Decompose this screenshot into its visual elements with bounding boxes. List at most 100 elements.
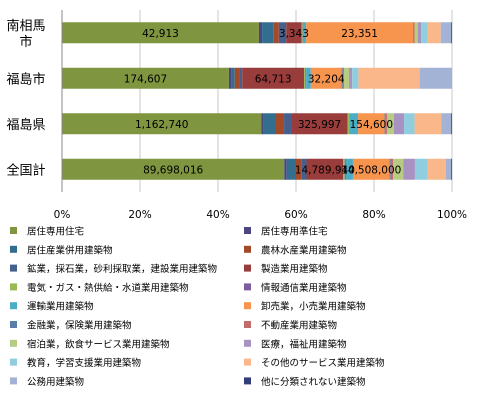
data-labels: 42,913 3,343 23,351 174,607 64,713 32,204 1,16… xyxy=(124,28,402,177)
legend-swatch xyxy=(244,377,251,385)
bar-segment xyxy=(419,67,452,89)
bar-segment xyxy=(344,158,346,180)
bar-segment xyxy=(341,67,343,89)
legend-label: 他に分類されない建築物 xyxy=(261,376,366,388)
bar-segment xyxy=(342,67,344,89)
bar-segment xyxy=(343,158,345,180)
bar-segment xyxy=(278,22,287,44)
data-label: 154,600 xyxy=(350,119,393,131)
bar-segment xyxy=(390,158,394,180)
bar-segment xyxy=(352,158,390,180)
bar-segment xyxy=(231,67,235,89)
category-label: 南相馬 xyxy=(6,18,45,34)
bar-segment xyxy=(62,67,229,89)
category-label: 全国計 xyxy=(6,162,45,178)
bar-segment xyxy=(451,158,452,180)
bar-segment xyxy=(62,113,262,135)
bar-segment xyxy=(273,22,279,44)
legend-label: 情報通信業用建築物 xyxy=(261,282,347,294)
legend-swatch xyxy=(244,283,251,291)
bar-segment xyxy=(343,67,350,89)
bar-segment xyxy=(286,22,302,44)
bar-segment xyxy=(228,67,232,89)
plot-area: 42,913 3,343 23,351 174,607 64,713 32,204 1,16… xyxy=(61,10,453,192)
category-label: 福島県 xyxy=(6,118,45,133)
bar-segment xyxy=(286,158,296,180)
bar-segment xyxy=(345,158,353,180)
legend-label: 金融業，保険業用建築物 xyxy=(27,320,132,332)
data-label: 64,713 xyxy=(255,73,292,85)
data-label: 325,997 xyxy=(298,119,341,131)
bar-segment xyxy=(427,158,446,180)
data-label: 14,789,940 xyxy=(295,164,355,176)
bar-segment xyxy=(263,113,276,135)
legend-label: 不動産業用建築物 xyxy=(261,320,338,332)
bar-segment xyxy=(358,67,420,89)
bar-segment xyxy=(258,22,263,44)
legend-swatch xyxy=(244,245,251,253)
data-label: 23,351 xyxy=(341,28,378,40)
bar-segment xyxy=(291,113,348,135)
legend-label: 居住専用住宅 xyxy=(27,226,84,238)
legend-swatch xyxy=(10,245,17,253)
legend-label: 卸売業，小売業用建築物 xyxy=(261,301,366,313)
bar-segment xyxy=(427,22,441,44)
bar-segment xyxy=(440,22,452,44)
bar-segment xyxy=(403,158,415,180)
bar-segment xyxy=(305,67,307,89)
bar-segment xyxy=(386,113,394,135)
data-label: 42,913 xyxy=(142,28,179,40)
bar-segment xyxy=(414,113,442,135)
bar-segment xyxy=(62,22,259,44)
legend-label: 鉱業，採石業，砂利採取業，建設業用建築物 xyxy=(27,263,218,275)
legend-label: 居住産業併用建築物 xyxy=(27,244,113,256)
bar-segment xyxy=(352,67,359,89)
bar-segment xyxy=(62,158,285,180)
bar-segment xyxy=(413,22,415,44)
bar-segment xyxy=(301,22,303,44)
legend-swatch xyxy=(10,339,17,347)
legend-label: その他のサービス業用建築物 xyxy=(261,357,385,369)
legend-swatch xyxy=(10,283,17,291)
bar-segment xyxy=(296,158,302,180)
legend-swatch xyxy=(10,227,17,234)
bar-segment xyxy=(393,113,405,135)
bar-segment xyxy=(417,22,422,44)
bar-segment xyxy=(441,113,452,135)
bar-segment xyxy=(384,113,386,135)
x-tick-label: 40% xyxy=(206,209,229,221)
bar-segment xyxy=(301,158,307,180)
legend-label: 宿泊業，飲食サービス業用建築物 xyxy=(27,338,170,350)
bar-segment xyxy=(389,158,391,180)
legend-swatch xyxy=(244,302,251,310)
bar-segment xyxy=(262,22,274,44)
bar-segment xyxy=(393,158,404,180)
legend-swatch xyxy=(10,321,17,328)
legend-swatch xyxy=(10,358,17,366)
data-label: 14,508,000 xyxy=(341,164,401,176)
legend-swatch xyxy=(10,302,17,310)
bar-segment xyxy=(358,113,385,135)
bar-segment xyxy=(451,22,452,44)
bar-segment xyxy=(349,113,359,135)
bar-segment xyxy=(303,22,307,44)
bar-segment xyxy=(275,113,285,135)
legend-label: 教育，学習支援業用建築物 xyxy=(27,357,142,369)
category-label: 市 xyxy=(19,34,32,50)
bar-segment xyxy=(385,113,387,135)
legend-label: 農林水産業用建築物 xyxy=(261,244,347,256)
bar-segment xyxy=(347,113,350,135)
bar-segment xyxy=(234,67,240,89)
bar-segment xyxy=(445,158,452,180)
bar-stacks xyxy=(62,22,452,180)
bar-segment xyxy=(414,158,428,180)
legend-label: 電気・ガス・熱供給・水道業用建築物 xyxy=(27,282,189,294)
legend-label: 運輸業用建築物 xyxy=(27,301,94,313)
bar-segment xyxy=(242,67,305,89)
bar-segment xyxy=(451,113,452,135)
bar-segment xyxy=(349,67,353,89)
data-label: 3,343 xyxy=(279,28,309,40)
category-label: 福島市 xyxy=(6,71,45,87)
